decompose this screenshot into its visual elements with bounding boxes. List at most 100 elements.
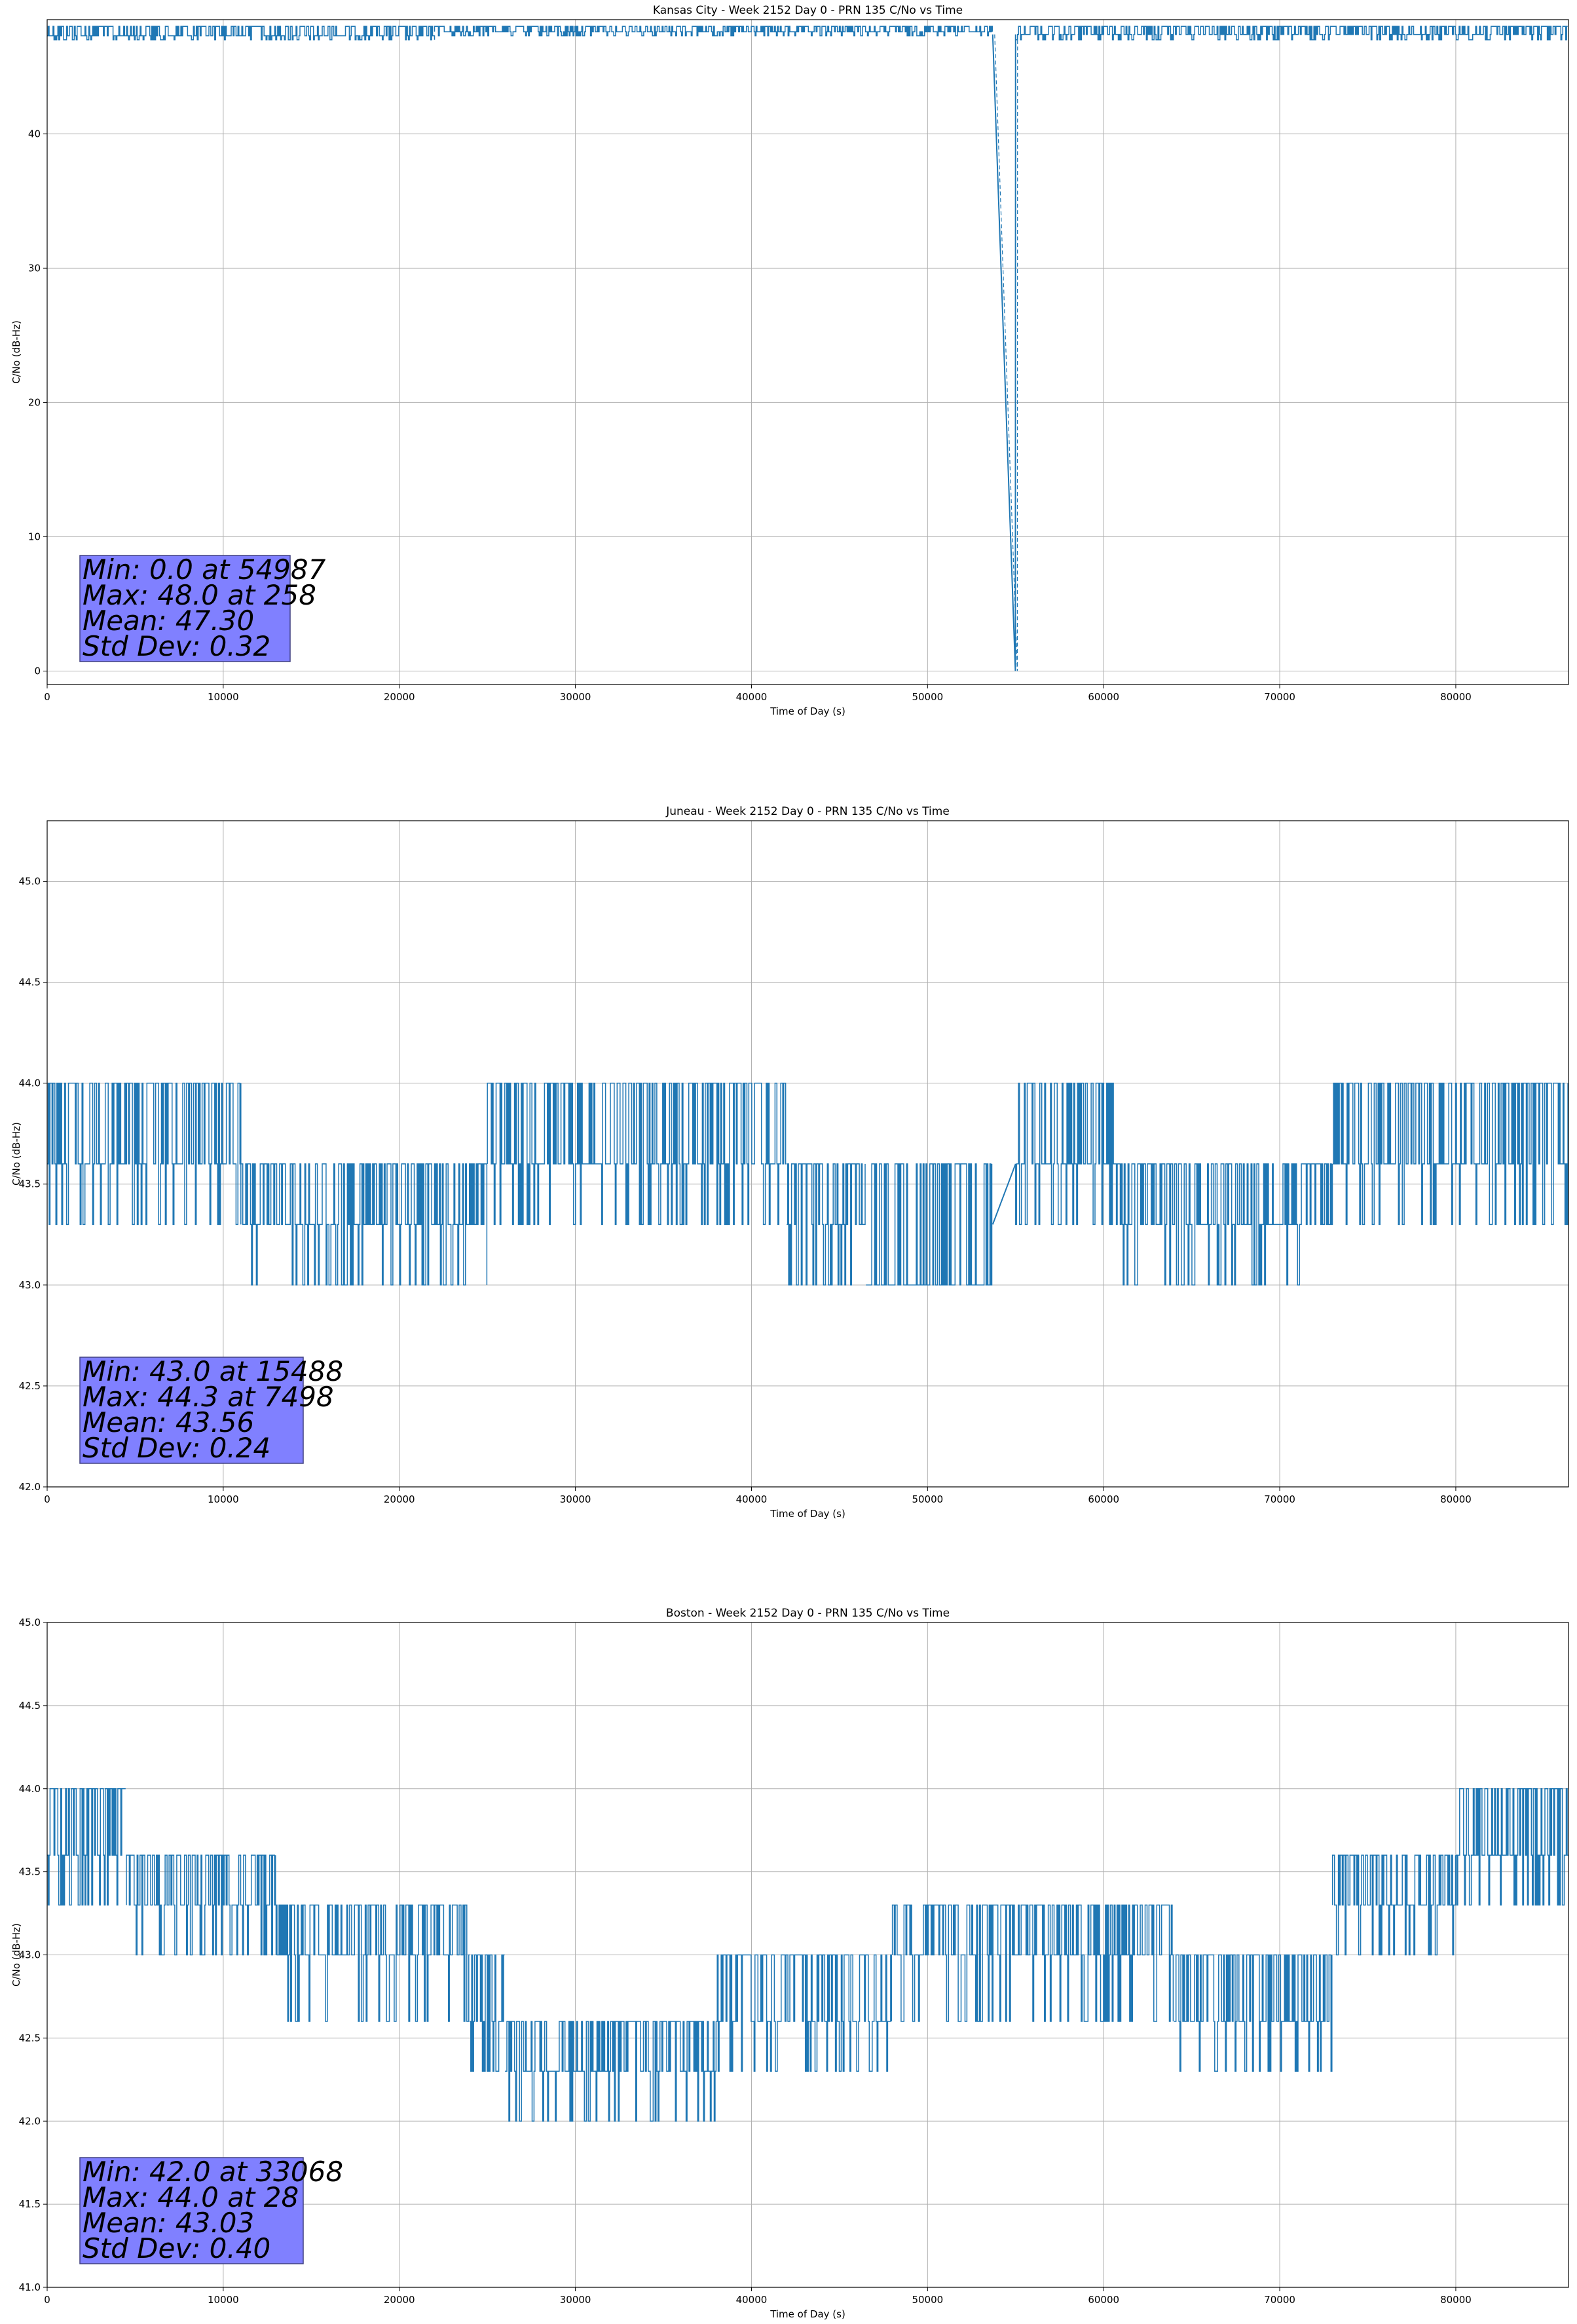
data-series bbox=[47, 26, 1568, 671]
stats-line: Min: 0.0 at 54987 bbox=[83, 553, 326, 586]
chart-title: Kansas City - Week 2152 Day 0 - PRN 135 … bbox=[653, 4, 963, 17]
y-tick-label: 40 bbox=[28, 128, 41, 140]
x-tick-label: 40000 bbox=[736, 691, 768, 703]
series-segment bbox=[47, 1788, 126, 1906]
y-tick-label: 0 bbox=[34, 665, 41, 677]
y-axis-label: C/No (dB-Hz) bbox=[10, 320, 22, 384]
x-tick-label: 60000 bbox=[1088, 691, 1119, 703]
y-tick-label: 44.0 bbox=[19, 1078, 41, 1089]
y-tick-label: 10 bbox=[28, 531, 41, 542]
stats-box bbox=[79, 2157, 304, 2264]
series-segment bbox=[1015, 26, 1568, 41]
dropout-line-dashed bbox=[994, 34, 1018, 671]
x-tick-label: 80000 bbox=[1440, 2294, 1472, 2306]
series-segment bbox=[47, 26, 436, 41]
y-tick-label: 43.5 bbox=[19, 1866, 41, 1878]
chart-title: Boston - Week 2152 Day 0 - PRN 135 C/No … bbox=[666, 1607, 950, 1620]
stats-line: Mean: 43.56 bbox=[83, 1406, 254, 1438]
y-tick-label: 45.0 bbox=[19, 1617, 41, 1628]
series-segment bbox=[716, 1954, 893, 2072]
stats-line: Min: 43.0 at 15488 bbox=[83, 1355, 343, 1387]
series-segment bbox=[470, 1954, 505, 2072]
y-tick-label: 44.5 bbox=[19, 1700, 41, 1712]
stats-box bbox=[79, 555, 291, 662]
stats-line: Std Dev: 0.32 bbox=[83, 630, 270, 662]
x-tick-label: 60000 bbox=[1088, 2294, 1119, 2306]
stats-box bbox=[79, 1357, 304, 1464]
x-tick-label: 50000 bbox=[912, 1493, 943, 1505]
dropout-line bbox=[992, 34, 1016, 671]
series-segment bbox=[1174, 1954, 1333, 2072]
x-tick-label: 70000 bbox=[1264, 691, 1295, 703]
x-tick-label: 70000 bbox=[1264, 2294, 1295, 2306]
series-segment bbox=[1332, 1082, 1568, 1226]
series-segment bbox=[891, 1904, 1174, 2022]
x-tick-label: 20000 bbox=[384, 1493, 415, 1505]
series-segment bbox=[1121, 1163, 1333, 1286]
series-segment bbox=[1331, 1854, 1456, 1956]
chart-title: Juneau - Week 2152 Day 0 - PRN 135 C/No … bbox=[665, 805, 950, 818]
y-tick-label: 41.5 bbox=[19, 2198, 41, 2210]
x-tick-label: 80000 bbox=[1440, 1493, 1472, 1505]
x-tick-label: 40000 bbox=[736, 2294, 768, 2306]
x-tick-label: 20000 bbox=[384, 691, 415, 703]
y-tick-label: 44.0 bbox=[19, 1783, 41, 1795]
chart-panel-2: 0 10000 20000 30000 40000 50000 60000 70000 8000… bbox=[10, 805, 1569, 1520]
axes-frame bbox=[46, 820, 1569, 1488]
x-tick-label: 60000 bbox=[1088, 1493, 1119, 1505]
y-tick-label: 43.5 bbox=[19, 1178, 41, 1190]
chart-panel-3: 0 10000 20000 30000 40000 50000 60000 70000 8000… bbox=[10, 1607, 1569, 2320]
series-segment bbox=[1455, 1788, 1568, 1906]
x-tick-label: 0 bbox=[44, 2294, 50, 2306]
series-segment bbox=[487, 1082, 787, 1226]
y-tick-label: 30 bbox=[28, 262, 41, 274]
y-tick-label: 43.0 bbox=[19, 1949, 41, 1961]
y-tick-label: 45.0 bbox=[19, 875, 41, 887]
y-tick-label: 42.5 bbox=[19, 2032, 41, 2044]
data-series bbox=[47, 1082, 1568, 1286]
series-segment bbox=[505, 2021, 717, 2122]
series-segment bbox=[47, 1082, 242, 1226]
series-segment bbox=[787, 1163, 866, 1286]
x-tick-label: 70000 bbox=[1264, 1493, 1295, 1505]
x-tick-label: 50000 bbox=[912, 691, 943, 703]
x-tick-label: 30000 bbox=[560, 1493, 591, 1505]
y-tick-label: 44.5 bbox=[19, 977, 41, 988]
stats-line: Max: 48.0 at 258 bbox=[83, 579, 316, 611]
x-axis-label: Time of Day (s) bbox=[770, 2308, 845, 2320]
x-tick-label: 80000 bbox=[1440, 691, 1472, 703]
y-tick-label: 41.0 bbox=[19, 2281, 41, 2293]
x-tick-label: 50000 bbox=[912, 2294, 943, 2306]
series-segment bbox=[275, 1904, 470, 2022]
x-tick-label: 10000 bbox=[208, 2294, 239, 2306]
stats-line: Std Dev: 0.40 bbox=[83, 2232, 270, 2264]
chart-panel-1: 0 10000 20000 30000 40000 50000 60000 70000 8000… bbox=[10, 4, 1569, 717]
series-segment bbox=[126, 1854, 276, 1956]
y-tick-label: 42.0 bbox=[19, 1481, 41, 1493]
x-axis-label: Time of Day (s) bbox=[770, 705, 845, 717]
y-axis-label: C/No (dB-Hz) bbox=[10, 1122, 22, 1186]
y-axis-label: C/No (dB-Hz) bbox=[10, 1923, 22, 1987]
y-tick-label: 42.0 bbox=[19, 2115, 41, 2127]
series-segment bbox=[866, 1163, 993, 1286]
series-segment bbox=[1015, 1082, 1122, 1226]
x-tick-label: 10000 bbox=[208, 1493, 239, 1505]
series-segment bbox=[434, 26, 993, 37]
y-tick-label: 43.0 bbox=[19, 1279, 41, 1291]
stats-line: Mean: 43.03 bbox=[83, 2207, 254, 2239]
stats-line: Min: 42.0 at 33068 bbox=[83, 2156, 343, 2188]
y-tick-label: 20 bbox=[28, 396, 41, 408]
x-tick-label: 40000 bbox=[736, 1493, 768, 1505]
x-tick-label: 30000 bbox=[560, 691, 591, 703]
bridge-line bbox=[992, 1163, 1016, 1225]
x-tick-label: 10000 bbox=[208, 691, 239, 703]
x-tick-label: 20000 bbox=[384, 2294, 415, 2306]
stats-line: Max: 44.3 at 7498 bbox=[83, 1381, 334, 1413]
x-tick-label: 0 bbox=[44, 1493, 50, 1505]
x-tick-label: 30000 bbox=[560, 2294, 591, 2306]
y-tick-label: 42.5 bbox=[19, 1380, 41, 1392]
data-series bbox=[47, 1788, 1568, 2122]
stats-line: Std Dev: 0.24 bbox=[83, 1432, 270, 1464]
stats-line: Mean: 47.30 bbox=[83, 605, 254, 637]
